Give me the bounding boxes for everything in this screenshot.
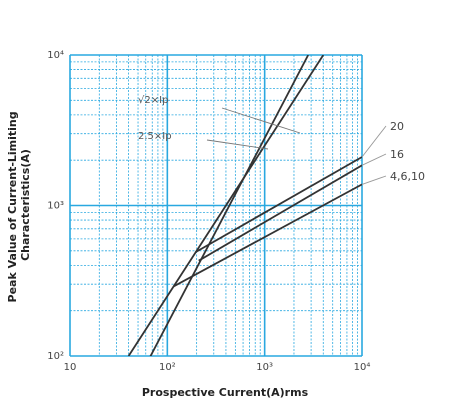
y-axis-title-line1: Peak Value of Current-Limiting bbox=[6, 111, 19, 302]
y-tick-label: 10⁴ bbox=[47, 50, 64, 61]
x-axis-title: Prospective Current(A)rms bbox=[142, 386, 309, 399]
x-tick-label: 10² bbox=[159, 362, 176, 373]
x-tick-label: 10⁴ bbox=[354, 362, 371, 373]
series-leader-line bbox=[361, 175, 387, 185]
x-tick-label: 10³ bbox=[256, 362, 273, 373]
reference-lines bbox=[127, 55, 325, 356]
annotation-leader-2p5 bbox=[206, 139, 269, 150]
annotations: 20 16 4,6,10 √2×Ip 2.5×Ip bbox=[138, 95, 425, 185]
annotation-2p5-ip: 2.5×Ip bbox=[138, 131, 172, 142]
series-leader-line bbox=[361, 153, 387, 166]
y-tick-label: 10³ bbox=[47, 201, 64, 212]
y-axis-title: Peak Value of Current-Limiting Character… bbox=[6, 108, 32, 303]
reference-line-sqrt2-ip bbox=[149, 55, 309, 356]
series-label: 16 bbox=[390, 148, 404, 161]
reference-line-2p5-ip bbox=[127, 55, 325, 356]
series-line-20 bbox=[195, 156, 362, 253]
series-label: 20 bbox=[390, 120, 404, 133]
grid-major bbox=[69, 54, 363, 357]
series-line-16 bbox=[198, 164, 362, 262]
x-tick-label: 10 bbox=[64, 362, 77, 373]
y-axis-title-line2: Characteristics(A) bbox=[19, 149, 32, 261]
series-lines bbox=[173, 156, 362, 288]
series-line-4-6-10 bbox=[173, 183, 362, 288]
annotation-leader-sqrt2 bbox=[221, 107, 301, 134]
series-leader-line bbox=[361, 125, 387, 158]
annotation-sqrt2-ip: √2×Ip bbox=[138, 95, 168, 106]
y-tick-label: 10² bbox=[47, 351, 64, 362]
series-label: 4,6,10 bbox=[390, 170, 425, 183]
